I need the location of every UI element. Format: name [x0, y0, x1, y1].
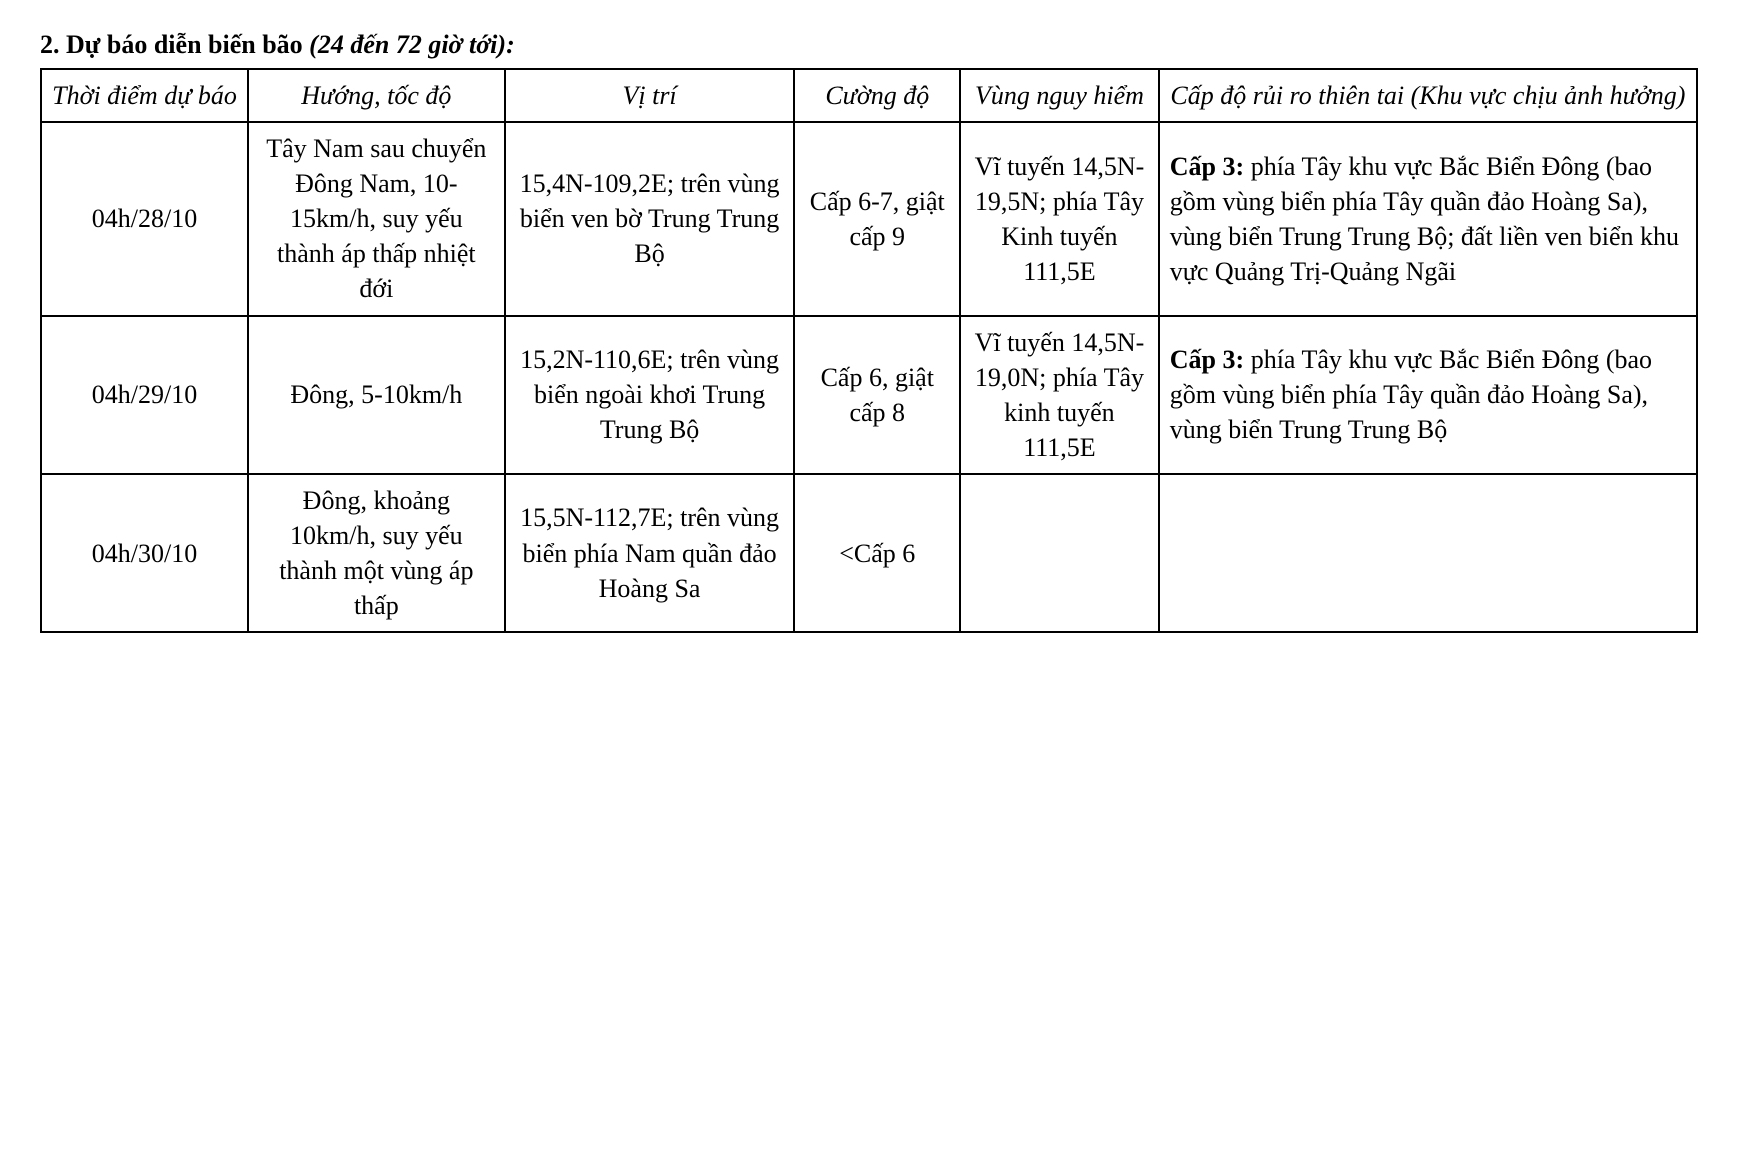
heading-prefix: 2. Dự báo diễn biến bão: [40, 30, 309, 59]
cell-time: 04h/30/10: [41, 474, 248, 632]
cell-position: 15,4N-109,2E; trên vùng biển ven bờ Trun…: [505, 122, 795, 315]
risk-text: phía Tây khu vực Bắc Biển Đông (bao gồm …: [1170, 152, 1679, 286]
cell-direction: Tây Nam sau chuyển Đông Nam, 10-15km/h, …: [248, 122, 505, 315]
col-intensity: Cường độ: [794, 69, 960, 122]
cell-risk: [1159, 474, 1697, 632]
risk-level: Cấp 3:: [1170, 152, 1244, 181]
col-time: Thời điểm dự báo: [41, 69, 248, 122]
cell-danger: [960, 474, 1159, 632]
risk-level: Cấp 3:: [1170, 345, 1244, 374]
col-direction: Hướng, tốc độ: [248, 69, 505, 122]
col-danger: Vùng nguy hiểm: [960, 69, 1159, 122]
col-risk: Cấp độ rủi ro thiên tai (Khu vực chịu ản…: [1159, 69, 1697, 122]
cell-risk: Cấp 3: phía Tây khu vực Bắc Biển Đông (b…: [1159, 122, 1697, 315]
cell-position: 15,2N-110,6E; trên vùng biển ngoài khơi …: [505, 316, 795, 474]
cell-intensity: Cấp 6-7, giật cấp 9: [794, 122, 960, 315]
table-row: 04h/30/10 Đông, khoảng 10km/h, suy yếu t…: [41, 474, 1697, 632]
cell-position: 15,5N-112,7E; trên vùng biển phía Nam qu…: [505, 474, 795, 632]
section-heading: 2. Dự báo diễn biến bão (24 đến 72 giờ t…: [40, 30, 1698, 60]
cell-danger: Vĩ tuyến 14,5N-19,5N; phía Tây Kinh tuyế…: [960, 122, 1159, 315]
cell-danger: Vĩ tuyến 14,5N-19,0N; phía Tây kinh tuyế…: [960, 316, 1159, 474]
cell-intensity: Cấp 6, giật cấp 8: [794, 316, 960, 474]
heading-italic: (24 đến 72 giờ tới):: [309, 30, 515, 59]
cell-direction: Đông, khoảng 10km/h, suy yếu thành một v…: [248, 474, 505, 632]
table-header-row: Thời điểm dự báo Hướng, tốc độ Vị trí Cư…: [41, 69, 1697, 122]
forecast-table: Thời điểm dự báo Hướng, tốc độ Vị trí Cư…: [40, 68, 1698, 633]
table-row: 04h/28/10 Tây Nam sau chuyển Đông Nam, 1…: [41, 122, 1697, 315]
cell-intensity: <Cấp 6: [794, 474, 960, 632]
table-row: 04h/29/10 Đông, 5-10km/h 15,2N-110,6E; t…: [41, 316, 1697, 474]
cell-risk: Cấp 3: phía Tây khu vực Bắc Biển Đông (b…: [1159, 316, 1697, 474]
col-position: Vị trí: [505, 69, 795, 122]
cell-direction: Đông, 5-10km/h: [248, 316, 505, 474]
cell-time: 04h/29/10: [41, 316, 248, 474]
cell-time: 04h/28/10: [41, 122, 248, 315]
